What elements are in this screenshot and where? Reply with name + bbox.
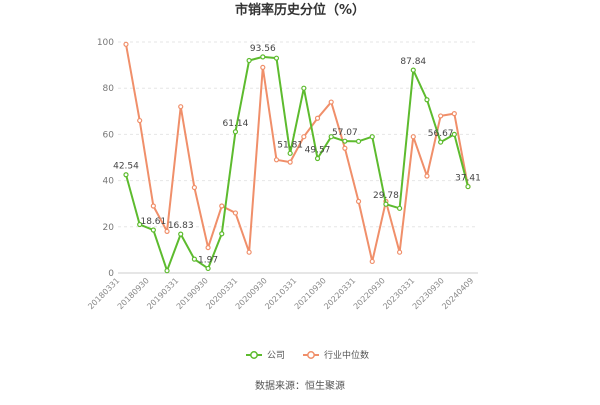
data-point — [232, 129, 239, 135]
data-point — [369, 134, 375, 140]
data-point — [355, 138, 362, 144]
data-point — [314, 115, 321, 121]
series-line — [125, 44, 469, 263]
grid-lines — [118, 41, 478, 274]
data-label: 57.07 — [332, 128, 358, 138]
data-point — [438, 139, 444, 145]
data-point — [260, 64, 266, 71]
data-point — [342, 138, 348, 144]
legend-label: 行业中位数 — [324, 349, 369, 361]
data-point — [219, 231, 225, 237]
data-label: 61.14 — [223, 119, 249, 129]
series-line — [125, 55, 469, 272]
data-point — [301, 134, 307, 140]
data-point — [273, 157, 280, 163]
legend-label: 公司 — [267, 350, 285, 361]
data-point — [424, 97, 430, 103]
y-tick-label: 0 — [108, 269, 114, 279]
y-axis-ticks: 0 20 40 60 80 100 — [97, 38, 114, 279]
x-axis-ticks: 2018033120180930201903312019093020200331… — [86, 276, 475, 311]
y-tick-label: 100 — [97, 38, 114, 48]
data-point — [342, 145, 348, 151]
data-point — [219, 203, 225, 209]
legend-marker — [307, 351, 315, 359]
legend-marker — [250, 351, 258, 359]
data-label: 93.56 — [250, 44, 276, 54]
data-label: 51.81 — [277, 140, 303, 150]
data-point — [328, 134, 334, 140]
data-point — [424, 173, 430, 179]
y-tick-label: 40 — [103, 177, 115, 187]
data-point — [232, 210, 239, 216]
data-point — [383, 201, 389, 207]
data-point — [397, 249, 403, 255]
data-point — [205, 265, 211, 272]
data-point — [191, 184, 197, 191]
data-label: 16.83 — [168, 221, 194, 231]
data-point — [178, 231, 184, 237]
data-label: 87.84 — [400, 57, 426, 67]
data-point — [328, 99, 334, 105]
data-point — [164, 268, 170, 274]
data-point — [246, 249, 252, 255]
data-point — [260, 54, 266, 60]
data-label: 1.97 — [198, 255, 218, 265]
data-point — [397, 205, 403, 211]
source-text: 数据来源：恒生聚源 — [255, 379, 345, 392]
data-label: 29.78 — [373, 191, 399, 201]
data-label: 18.61 — [140, 217, 166, 227]
data-point — [137, 117, 143, 124]
data-point — [191, 256, 197, 262]
data-point — [150, 227, 156, 233]
data-point — [301, 85, 307, 91]
data-point — [123, 172, 129, 178]
data-point — [451, 111, 457, 117]
data-point — [410, 134, 416, 140]
chart-title: 市销率历史分位（%） — [235, 2, 365, 18]
data-point — [164, 228, 170, 235]
legend-item[interactable]: 行业中位数 — [303, 349, 369, 361]
data-point — [410, 67, 416, 73]
data-point — [438, 113, 444, 119]
data-point — [369, 258, 375, 265]
data-point — [123, 41, 129, 47]
series-lines — [123, 41, 471, 274]
data-label: 42.54 — [113, 162, 139, 172]
data-point — [137, 221, 143, 228]
x-tick-label: 20240409 — [440, 276, 475, 311]
data-point — [287, 159, 293, 165]
data-point — [246, 57, 252, 64]
y-tick-label: 20 — [103, 223, 115, 233]
y-tick-label: 80 — [103, 84, 115, 94]
data-label: 56.67 — [428, 129, 454, 139]
y-tick-label: 60 — [103, 130, 115, 140]
data-point — [273, 55, 280, 61]
data-label: 37.41 — [455, 174, 481, 184]
data-point — [314, 155, 321, 162]
data-point — [150, 203, 156, 209]
data-point — [451, 131, 457, 137]
data-point — [178, 104, 184, 110]
legend: 公司 行业中位数 — [246, 349, 369, 361]
legend-item[interactable]: 公司 — [246, 350, 285, 361]
data-point — [205, 244, 211, 251]
data-point — [465, 183, 471, 190]
data-point — [355, 198, 362, 204]
data-label: 49.57 — [305, 145, 331, 155]
data-point — [287, 150, 293, 156]
